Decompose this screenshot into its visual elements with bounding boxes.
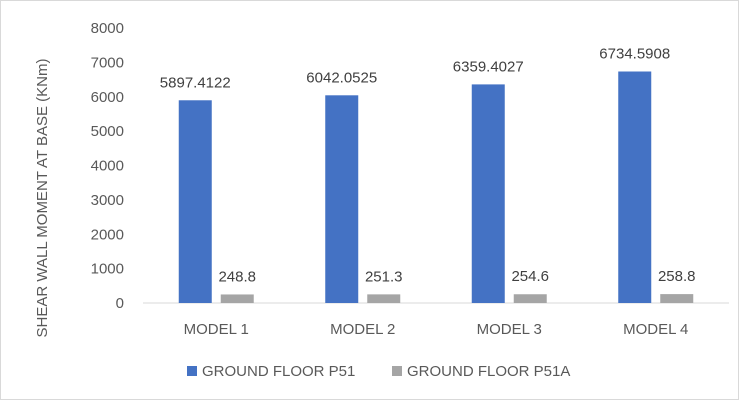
bar-p51a <box>220 294 254 303</box>
data-label: 6359.4027 <box>453 58 524 75</box>
x-tick-label: MODEL 3 <box>477 321 542 338</box>
y-axis-title: SHEAR WALL MOMENT AT BASE (KNm) <box>34 59 51 338</box>
legend: GROUND FLOOR P51 GROUND FLOOR P51A <box>187 363 570 380</box>
bar-p51 <box>471 84 505 303</box>
x-tick-label: MODEL 2 <box>330 321 395 338</box>
data-label: 248.8 <box>218 268 256 285</box>
y-tick-label: 0 <box>116 295 124 312</box>
legend-swatch <box>392 366 402 376</box>
y-tick-label: 3000 <box>91 192 124 209</box>
bar-p51a <box>660 294 694 303</box>
y-tick-label: 8000 <box>91 20 124 37</box>
bar-p51 <box>325 95 359 303</box>
x-axis-labels: MODEL 1 MODEL 2 MODEL 3 MODEL 4 <box>184 321 689 338</box>
data-label: 254.6 <box>511 268 549 285</box>
y-tick-label: 6000 <box>91 89 124 106</box>
legend-label: GROUND FLOOR P51A <box>407 363 570 380</box>
legend-swatch <box>187 366 197 376</box>
data-labels: 5897.4122 248.8 6042.0525 251.3 6359.4027 254… <box>160 45 696 285</box>
y-tick-label: 2000 <box>91 226 124 243</box>
x-tick-label: MODEL 4 <box>623 321 688 338</box>
bar-p51 <box>618 71 652 303</box>
bars <box>178 71 694 303</box>
y-axis-ticks: 0 1000 2000 3000 4000 5000 6000 7000 8000 <box>91 20 124 312</box>
data-label: 251.3 <box>365 268 403 285</box>
bar-p51a <box>513 294 547 303</box>
legend-label: GROUND FLOOR P51 <box>202 363 355 380</box>
data-label: 6042.0525 <box>306 69 377 86</box>
x-tick-label: MODEL 1 <box>184 321 249 338</box>
y-tick-label: 1000 <box>91 261 124 278</box>
bar-p51 <box>178 100 212 303</box>
y-tick-label: 5000 <box>91 123 124 140</box>
y-tick-label: 7000 <box>91 54 124 71</box>
bar-p51a <box>367 294 401 303</box>
y-tick-label: 4000 <box>91 158 124 175</box>
data-label: 5897.4122 <box>160 74 231 91</box>
data-label: 258.8 <box>658 268 696 285</box>
data-label: 6734.5908 <box>599 45 670 62</box>
